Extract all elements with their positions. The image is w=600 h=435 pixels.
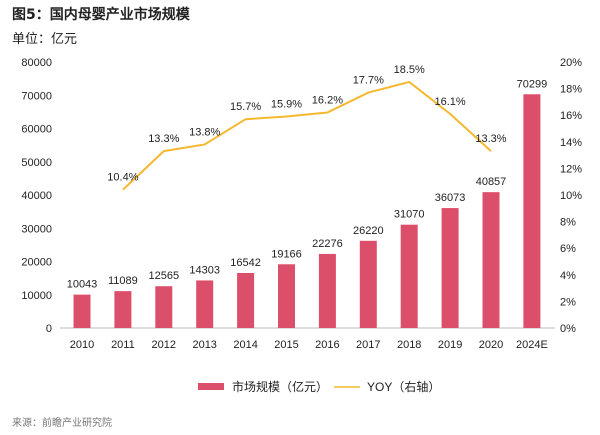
bar bbox=[73, 294, 91, 328]
bar bbox=[196, 280, 214, 328]
bar bbox=[400, 224, 418, 328]
x-tick-label: 2016 bbox=[315, 339, 339, 351]
line-data-label: 13.3% bbox=[475, 133, 506, 145]
x-tick-label: 2013 bbox=[192, 339, 216, 351]
bar bbox=[318, 253, 336, 328]
x-tick-label: 2018 bbox=[397, 339, 421, 351]
bar bbox=[523, 94, 541, 328]
line-data-label: 15.7% bbox=[230, 101, 261, 113]
line-data-label: 16.2% bbox=[312, 95, 343, 107]
x-tick-label: 2020 bbox=[479, 339, 503, 351]
y2-tick-label: 2% bbox=[560, 296, 576, 308]
y2-tick-label: 14% bbox=[560, 137, 582, 149]
bar-data-label: 14303 bbox=[189, 264, 220, 276]
y-tick-label: 40000 bbox=[21, 190, 52, 202]
line-data-label: 10.4% bbox=[107, 172, 138, 184]
unit-label: 单位：亿元 bbox=[12, 32, 78, 47]
legend-line-label: YOY（右轴） bbox=[367, 379, 440, 394]
bar-data-label: 16542 bbox=[230, 257, 261, 269]
y2-tick-label: 20% bbox=[560, 57, 582, 69]
source-note: 来源：前瞻产业研究院 bbox=[12, 418, 112, 429]
bar bbox=[359, 240, 377, 328]
bar bbox=[155, 286, 173, 328]
bar-data-label: 31070 bbox=[394, 209, 425, 221]
line-data-label: 17.7% bbox=[353, 75, 384, 87]
bar-data-label: 26220 bbox=[353, 225, 384, 237]
legend-bar-label: 市场规模（亿元） bbox=[232, 379, 328, 394]
line-data-label: 18.5% bbox=[394, 64, 425, 76]
y2-tick-label: 8% bbox=[560, 217, 576, 229]
y-tick-label: 50000 bbox=[21, 157, 52, 169]
line-data-label: 16.1% bbox=[434, 96, 465, 108]
bar-data-label: 19166 bbox=[271, 248, 302, 260]
y-tick-label: 0 bbox=[46, 323, 52, 335]
y-tick-label: 10000 bbox=[21, 290, 52, 302]
bar-data-label: 36073 bbox=[435, 192, 466, 204]
line-data-label: 13.3% bbox=[148, 133, 179, 145]
bar bbox=[482, 192, 500, 328]
x-tick-label: 2024E bbox=[516, 339, 548, 351]
line-data-label: 13.8% bbox=[189, 126, 220, 138]
bar-data-label: 22276 bbox=[312, 238, 343, 250]
y-tick-label: 70000 bbox=[21, 90, 52, 102]
y-tick-label: 60000 bbox=[21, 124, 52, 136]
x-tick-label: 2019 bbox=[438, 339, 462, 351]
y-tick-label: 20000 bbox=[21, 257, 52, 269]
y-tick-label: 80000 bbox=[21, 57, 52, 69]
y2-tick-label: 6% bbox=[560, 243, 576, 255]
bar-data-label: 40857 bbox=[476, 176, 507, 188]
legend-bar-swatch bbox=[198, 383, 224, 390]
y2-tick-label: 4% bbox=[560, 270, 576, 282]
x-tick-label: 2017 bbox=[356, 339, 380, 351]
x-tick-label: 2014 bbox=[233, 339, 257, 351]
bar-data-label: 11089 bbox=[108, 275, 138, 287]
y-tick-label: 30000 bbox=[21, 223, 52, 235]
y2-tick-label: 0% bbox=[560, 323, 576, 335]
x-tick-label: 2015 bbox=[274, 339, 298, 351]
line-data-label: 15.9% bbox=[271, 99, 302, 111]
bar bbox=[114, 291, 132, 328]
bar-data-label: 12565 bbox=[149, 270, 180, 282]
x-tick-label: 2011 bbox=[111, 339, 135, 351]
bar bbox=[237, 272, 255, 328]
y2-tick-label: 10% bbox=[560, 190, 582, 202]
bar-data-label: 10043 bbox=[67, 279, 98, 291]
bar-data-label: 70299 bbox=[517, 78, 548, 90]
y2-tick-label: 12% bbox=[560, 163, 582, 175]
y2-tick-label: 18% bbox=[560, 84, 582, 96]
bar bbox=[278, 264, 295, 328]
chart-title: 图5：国内母婴产业市场规模 bbox=[12, 7, 190, 23]
y2-tick-label: 16% bbox=[560, 110, 582, 122]
bar bbox=[441, 208, 459, 328]
x-tick-label: 2010 bbox=[70, 339, 94, 351]
yoy-line bbox=[122, 80, 492, 191]
x-tick-label: 2012 bbox=[152, 339, 176, 351]
